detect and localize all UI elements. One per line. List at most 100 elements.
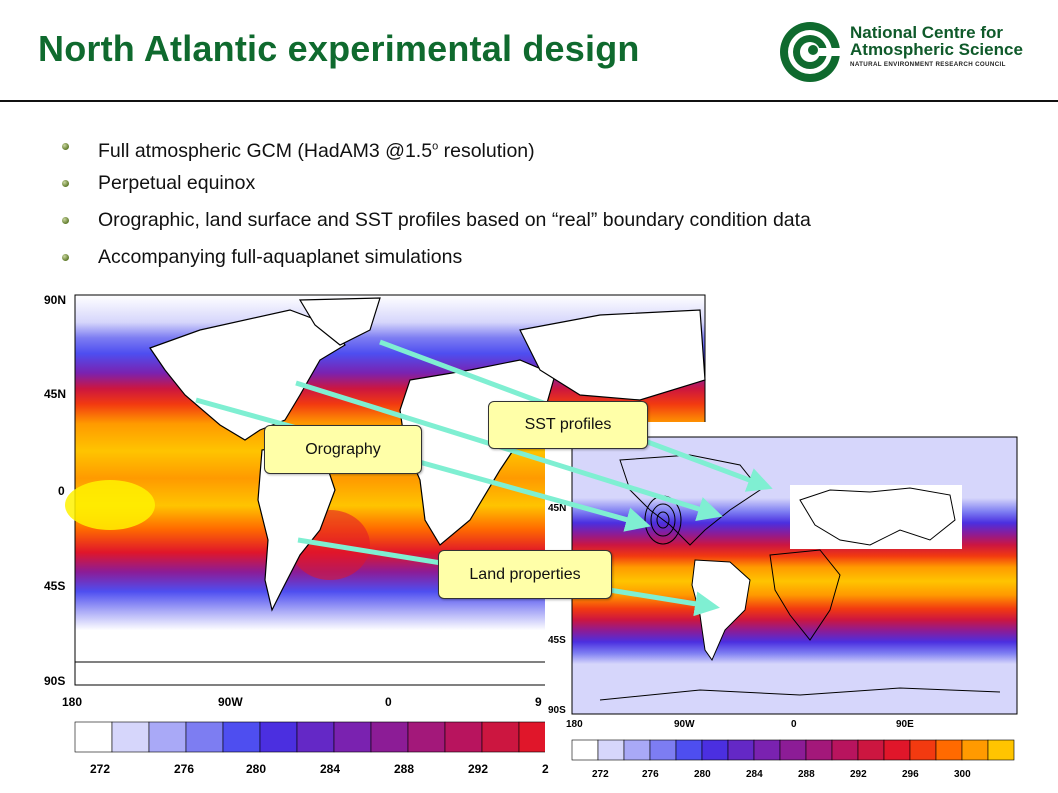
colorbar-swatch: [727, 739, 755, 761]
right-map: 45N 45S 90S 180 90W 0 90E 272 276 280 28…: [545, 422, 1058, 780]
ncas-swirl-icon: [780, 22, 840, 82]
right-cbar-label: 276: [642, 769, 659, 780]
left-lat-label: 90N: [44, 293, 66, 307]
right-lon-label: 180: [566, 719, 583, 730]
left-cbar-label: 276: [174, 762, 194, 776]
bullet-list: Full atmospheric GCM (HadAM3 @1.5o resol…: [62, 132, 811, 280]
right-land-block: [790, 485, 962, 549]
left-lat-label: 0: [58, 484, 65, 498]
colorbar-swatch: [857, 739, 885, 761]
right-north-america-outline: [619, 454, 761, 546]
left-greenland: [298, 297, 381, 346]
right-orography-contour: [650, 503, 676, 537]
colorbar-swatch: [623, 739, 651, 761]
orography-arrow-1: [295, 380, 723, 521]
colorbar-swatch: [675, 739, 703, 761]
colorbar-swatch: [296, 721, 335, 753]
colorbar-swatch: [597, 739, 625, 761]
colorbar-swatch: [571, 739, 599, 761]
left-cbar-label: 292: [468, 762, 488, 776]
left-lon-label: 180: [62, 695, 82, 709]
right-lon-label: 0: [791, 719, 797, 730]
callout-orography: Orography: [264, 425, 422, 474]
right-eurasia-outline: [799, 487, 956, 546]
left-lat-label: 45N: [44, 387, 66, 401]
title-divider: [0, 100, 1058, 102]
bullet-text: Full atmospheric GCM (HadAM3 @1.5o resol…: [98, 139, 535, 162]
right-lat-label: 90S: [548, 705, 566, 716]
bullet-text: Accompanying full-aquaplanet simulations: [98, 246, 463, 268]
right-lon-label: 90E: [896, 719, 914, 730]
right-africa-outline: [769, 549, 841, 641]
colorbar-swatch: [935, 739, 963, 761]
slide-title: North Atlantic experimental design: [38, 28, 640, 69]
left-lon-label: 0: [385, 695, 392, 709]
left-warm-pool: [65, 480, 155, 530]
colorbar-swatch: [753, 739, 781, 761]
colorbar-swatch: [185, 721, 224, 753]
right-antarctica-outline: [599, 687, 1001, 701]
callout-sst-profiles: SST profiles: [488, 401, 648, 449]
colorbar-swatch: [987, 739, 1015, 761]
bullet-text: Perpetual equinox: [98, 172, 256, 194]
left-lat-label: 90S: [44, 674, 65, 688]
colorbar-swatch: [148, 721, 187, 753]
left-north-america: [149, 309, 346, 441]
ncas-logo: National Centre for Atmospheric Science …: [778, 20, 1050, 84]
bullet-item: Accompanying full-aquaplanet simulations: [62, 243, 811, 280]
left-cbar-label: 284: [320, 762, 340, 776]
colorbar-swatch: [961, 739, 989, 761]
right-cbar-label: 272: [592, 769, 609, 780]
right-cbar-label: 296: [902, 769, 919, 780]
left-eurasia: [519, 309, 706, 401]
colorbar-swatch: [222, 721, 261, 753]
left-colorbar: [74, 721, 557, 753]
right-orography-contour: [656, 511, 670, 529]
right-map-field: [571, 436, 1018, 715]
bullet-text: Orographic, land surface and SST profile…: [98, 209, 811, 231]
left-cbar-label: 272: [90, 762, 110, 776]
colorbar-swatch: [111, 721, 150, 753]
bullet-icon: [62, 180, 69, 187]
left-cbar-label: 280: [246, 762, 266, 776]
right-cbar-label: 288: [798, 769, 815, 780]
right-lat-label: 45S: [548, 635, 566, 646]
colorbar-swatch: [701, 739, 729, 761]
colorbar-swatch: [333, 721, 372, 753]
colorbar-swatch: [370, 721, 409, 753]
callout-land-properties: Land properties: [438, 550, 612, 599]
logo-line-2: Atmospheric Science: [850, 40, 1023, 59]
colorbar-swatch: [883, 739, 911, 761]
colorbar-swatch: [805, 739, 833, 761]
right-cbar-label: 300: [954, 769, 971, 780]
right-lat-label: 45N: [548, 503, 566, 514]
right-lon-label: 90W: [674, 719, 695, 730]
bullet-icon: [62, 143, 69, 150]
bullet-icon: [62, 217, 69, 224]
bullet-item: Full atmospheric GCM (HadAM3 @1.5o resol…: [62, 132, 811, 169]
left-cbar-label: 2: [542, 762, 549, 776]
left-lon-label: 9: [535, 695, 542, 709]
colorbar-swatch: [259, 721, 298, 753]
bullet-icon: [62, 254, 69, 261]
colorbar-swatch: [831, 739, 859, 761]
colorbar-swatch: [779, 739, 807, 761]
colorbar-swatch: [909, 739, 937, 761]
right-colorbar: [571, 739, 1015, 761]
colorbar-swatch: [74, 721, 113, 753]
colorbar-swatch: [481, 721, 520, 753]
colorbar-swatch: [444, 721, 483, 753]
left-lon-label: 90W: [218, 695, 243, 709]
bullet-item: Orographic, land surface and SST profile…: [62, 206, 811, 243]
colorbar-swatch: [649, 739, 677, 761]
logo-text: National Centre for Atmospheric Science …: [850, 24, 1050, 68]
logo-line-1: National Centre for: [850, 23, 1004, 42]
left-lat-label: 45S: [44, 579, 65, 593]
colorbar-swatch: [407, 721, 446, 753]
right-cbar-label: 284: [746, 769, 763, 780]
right-cbar-label: 292: [850, 769, 867, 780]
left-cbar-label: 288: [394, 762, 414, 776]
right-cbar-label: 280: [694, 769, 711, 780]
bullet-item: Perpetual equinox: [62, 169, 811, 206]
